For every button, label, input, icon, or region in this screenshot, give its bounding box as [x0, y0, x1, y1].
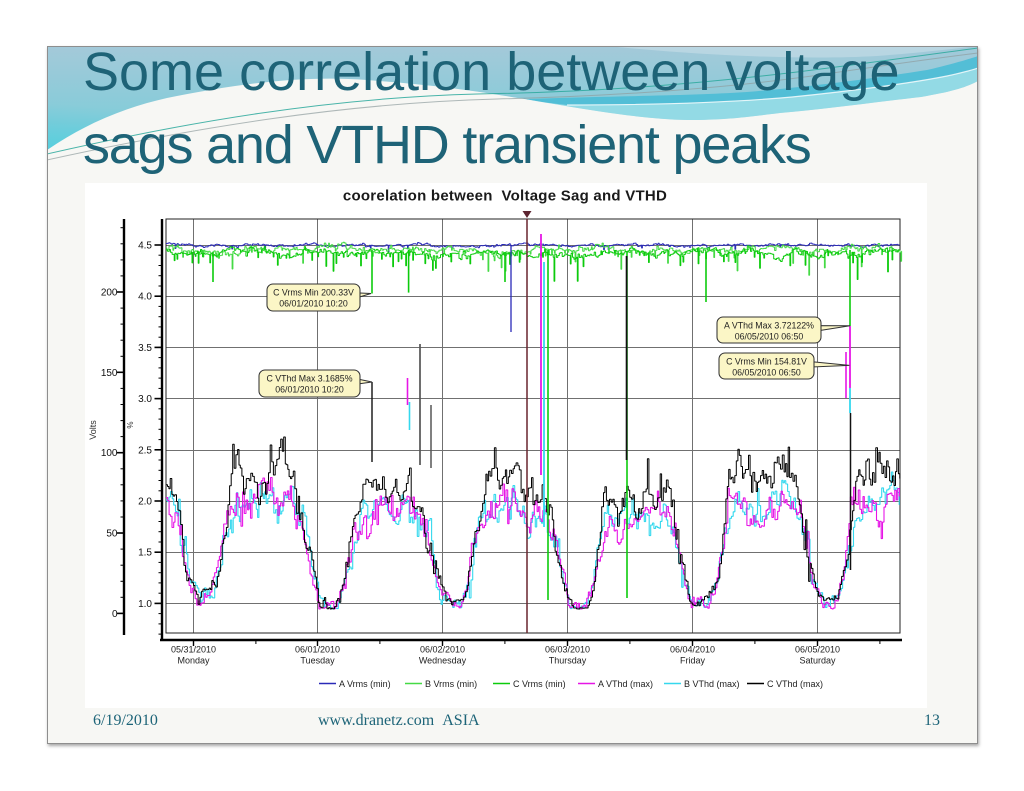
- svg-text:C VThd Max 3.1685%: C VThd Max 3.1685%: [266, 373, 352, 383]
- svg-text:06/05/2010 06:50: 06/05/2010 06:50: [735, 331, 804, 341]
- svg-text:3.0: 3.0: [138, 394, 152, 405]
- svg-text:4.0: 4.0: [138, 292, 152, 303]
- svg-text:06/05/2010: 06/05/2010: [795, 645, 840, 655]
- svg-text:A Vrms (min): A Vrms (min): [339, 679, 391, 689]
- svg-text:50: 50: [106, 529, 118, 540]
- svg-text:2.5: 2.5: [138, 445, 152, 456]
- svg-text:150: 150: [101, 368, 118, 379]
- svg-text:3.5: 3.5: [138, 343, 152, 354]
- svg-text:0: 0: [112, 609, 118, 620]
- svg-text:06/03/2010: 06/03/2010: [545, 645, 590, 655]
- svg-text:06/01/2010: 06/01/2010: [295, 645, 340, 655]
- svg-text:B Vrms (min): B Vrms (min): [425, 679, 477, 689]
- svg-text:06/02/2010: 06/02/2010: [420, 645, 465, 655]
- svg-text:05/31/2010: 05/31/2010: [171, 645, 216, 655]
- svg-text:06/05/2010 06:50: 06/05/2010 06:50: [732, 367, 801, 377]
- svg-text:06/01/2010 10:20: 06/01/2010 10:20: [275, 384, 344, 394]
- svg-text:coorelation between Voltage S: coorelation between Voltage Sag and VTHD: [343, 188, 667, 205]
- svg-text:200: 200: [101, 288, 118, 299]
- svg-text:Wednesday: Wednesday: [419, 656, 467, 666]
- svg-text:Monday: Monday: [177, 656, 210, 666]
- svg-text:06/04/2010: 06/04/2010: [670, 645, 715, 655]
- svg-text:A VThd (max): A VThd (max): [598, 679, 653, 689]
- svg-text:%: %: [126, 421, 135, 428]
- svg-text:C VThd (max): C VThd (max): [767, 679, 823, 689]
- svg-text:B VThd (max): B VThd (max): [684, 679, 740, 689]
- svg-text:C Vrms Min 200.33V: C Vrms Min 200.33V: [273, 287, 354, 297]
- svg-text:C Vrms Min 154.81V: C Vrms Min 154.81V: [726, 356, 807, 366]
- svg-text:Thursday: Thursday: [549, 656, 587, 666]
- svg-text:Tuesday: Tuesday: [300, 656, 335, 666]
- svg-text:2.0: 2.0: [138, 497, 152, 508]
- svg-text:06/01/2010 10:20: 06/01/2010 10:20: [279, 298, 348, 308]
- svg-text:1.0: 1.0: [138, 599, 152, 610]
- svg-text:1.5: 1.5: [138, 548, 152, 559]
- svg-text:Saturday: Saturday: [799, 656, 836, 666]
- svg-text:4.5: 4.5: [138, 241, 152, 252]
- svg-text:100: 100: [101, 448, 118, 459]
- svg-text:Volts: Volts: [88, 420, 98, 440]
- svg-text:C Vrms (min): C Vrms (min): [513, 679, 566, 689]
- svg-text:A VThd Max 3.72122%: A VThd Max 3.72122%: [724, 320, 814, 330]
- svg-text:Friday: Friday: [680, 656, 706, 666]
